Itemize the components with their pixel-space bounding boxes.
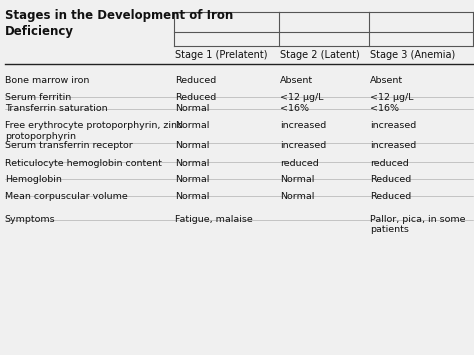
- Text: Serum transferrin receptor: Serum transferrin receptor: [5, 141, 133, 149]
- Text: Free erythrocyte protoporphyrin, zinc
protoporphyrin: Free erythrocyte protoporphyrin, zinc pr…: [5, 121, 182, 141]
- Text: Normal: Normal: [280, 175, 314, 184]
- Text: Reduced: Reduced: [370, 175, 411, 184]
- Text: <16%: <16%: [370, 104, 399, 113]
- Text: Pallor, pica, in some
patients: Pallor, pica, in some patients: [370, 215, 465, 234]
- Text: Stages in the Development of Iron
Deficiency: Stages in the Development of Iron Defici…: [5, 9, 233, 38]
- Text: Bone marrow iron: Bone marrow iron: [5, 76, 89, 85]
- Text: Reduced: Reduced: [370, 192, 411, 201]
- Text: increased: increased: [370, 121, 416, 130]
- Text: Stage 1 (Prelatent): Stage 1 (Prelatent): [175, 50, 268, 60]
- Text: Normal: Normal: [175, 141, 210, 149]
- Text: Absent: Absent: [370, 76, 403, 85]
- Text: Reduced: Reduced: [175, 93, 217, 102]
- Text: <12 μg/L: <12 μg/L: [280, 93, 323, 102]
- Text: Normal: Normal: [175, 159, 210, 168]
- Text: increased: increased: [280, 121, 326, 130]
- Text: Normal: Normal: [175, 192, 210, 201]
- Text: <16%: <16%: [280, 104, 309, 113]
- Text: reduced: reduced: [280, 159, 319, 168]
- Text: Reduced: Reduced: [175, 76, 217, 85]
- Text: Normal: Normal: [175, 175, 210, 184]
- Text: Stage 2 (Latent): Stage 2 (Latent): [280, 50, 359, 60]
- Text: Serum ferritin: Serum ferritin: [5, 93, 71, 102]
- Text: increased: increased: [280, 141, 326, 149]
- Text: <12 μg/L: <12 μg/L: [370, 93, 413, 102]
- Text: Normal: Normal: [280, 192, 314, 201]
- Text: Mean corpuscular volume: Mean corpuscular volume: [5, 192, 128, 201]
- Text: Absent: Absent: [280, 76, 313, 85]
- Text: Symptoms: Symptoms: [5, 215, 55, 224]
- Text: reduced: reduced: [370, 159, 409, 168]
- Text: Hemoglobin: Hemoglobin: [5, 175, 62, 184]
- Text: Reticulocyte hemoglobin content: Reticulocyte hemoglobin content: [5, 159, 162, 168]
- Text: Transferrin saturation: Transferrin saturation: [5, 104, 108, 113]
- Text: Fatigue, malaise: Fatigue, malaise: [175, 215, 253, 224]
- Text: Normal: Normal: [175, 104, 210, 113]
- Text: Normal: Normal: [175, 121, 210, 130]
- Text: increased: increased: [370, 141, 416, 149]
- Text: Stage 3 (Anemia): Stage 3 (Anemia): [370, 50, 455, 60]
